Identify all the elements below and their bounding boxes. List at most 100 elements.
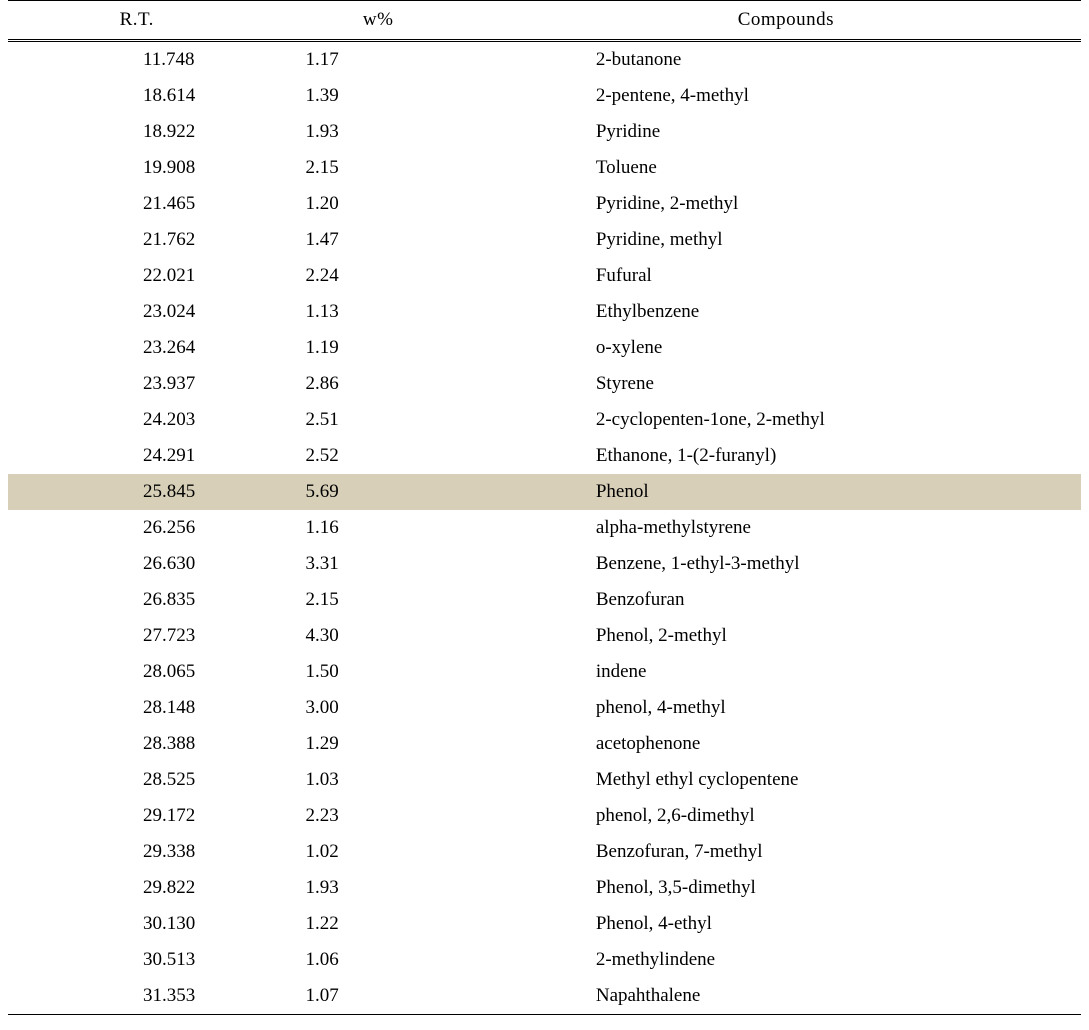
compounds-table: R.T. w% Compounds 11.7481.172-butanone18…: [8, 0, 1081, 1015]
table-row: 24.2032.512-cyclopenten-1one, 2-methyl: [8, 402, 1081, 438]
cell-rt: 28.388: [8, 726, 266, 762]
cell-wt: 1.06: [266, 942, 491, 978]
cell-wt: 2.15: [266, 150, 491, 186]
cell-compound: Toluene: [491, 150, 1081, 186]
table-row: 11.7481.172-butanone: [8, 41, 1081, 79]
cell-wt: 2.15: [266, 582, 491, 618]
cell-rt: 28.065: [8, 654, 266, 690]
cell-wt: 1.50: [266, 654, 491, 690]
cell-rt: 26.835: [8, 582, 266, 618]
cell-compound: Styrene: [491, 366, 1081, 402]
cell-compound: phenol, 4-methyl: [491, 690, 1081, 726]
cell-wt: 1.39: [266, 78, 491, 114]
table-row: 28.5251.03Methyl ethyl cyclopentene: [8, 762, 1081, 798]
cell-rt: 28.148: [8, 690, 266, 726]
table-row: 23.9372.86Styrene: [8, 366, 1081, 402]
cell-wt: 5.69: [266, 474, 491, 510]
cell-wt: 1.17: [266, 41, 491, 79]
cell-compound: Benzene, 1-ethyl-3-methyl: [491, 546, 1081, 582]
cell-compound: Pyridine: [491, 114, 1081, 150]
cell-wt: 2.24: [266, 258, 491, 294]
cell-wt: 1.22: [266, 906, 491, 942]
cell-wt: 1.07: [266, 978, 491, 1015]
table-header-row: R.T. w% Compounds: [8, 1, 1081, 41]
cell-wt: 1.02: [266, 834, 491, 870]
cell-compound: 2-pentene, 4-methyl: [491, 78, 1081, 114]
cell-compound: Phenol, 3,5-dimethyl: [491, 870, 1081, 906]
col-header-compounds: Compounds: [491, 1, 1081, 41]
cell-wt: 1.29: [266, 726, 491, 762]
cell-compound: 2-methylindene: [491, 942, 1081, 978]
table-row: 25.8455.69Phenol: [8, 474, 1081, 510]
table-row: 18.6141.392-pentene, 4-methyl: [8, 78, 1081, 114]
cell-rt: 26.630: [8, 546, 266, 582]
table-row: 24.2912.52Ethanone, 1-(2-furanyl): [8, 438, 1081, 474]
cell-rt: 23.264: [8, 330, 266, 366]
cell-compound: o-xylene: [491, 330, 1081, 366]
cell-compound: phenol, 2,6-dimethyl: [491, 798, 1081, 834]
cell-compound: Benzofuran: [491, 582, 1081, 618]
table-row: 26.8352.15Benzofuran: [8, 582, 1081, 618]
table-row: 21.7621.47Pyridine, methyl: [8, 222, 1081, 258]
cell-wt: 1.93: [266, 870, 491, 906]
table-row: 18.9221.93Pyridine: [8, 114, 1081, 150]
cell-rt: 30.513: [8, 942, 266, 978]
cell-rt: 28.525: [8, 762, 266, 798]
cell-wt: 1.20: [266, 186, 491, 222]
cell-rt: 18.614: [8, 78, 266, 114]
table-row: 26.6303.31Benzene, 1-ethyl-3-methyl: [8, 546, 1081, 582]
table-row: 21.4651.20Pyridine, 2-methyl: [8, 186, 1081, 222]
cell-compound: Pyridine, 2-methyl: [491, 186, 1081, 222]
cell-compound: Phenol, 2-methyl: [491, 618, 1081, 654]
cell-compound: alpha-methylstyrene: [491, 510, 1081, 546]
cell-rt: 22.021: [8, 258, 266, 294]
cell-rt: 24.291: [8, 438, 266, 474]
cell-rt: 25.845: [8, 474, 266, 510]
table-row: 31.3531.07Napahthalene: [8, 978, 1081, 1015]
cell-compound: Ethanone, 1-(2-furanyl): [491, 438, 1081, 474]
cell-rt: 23.937: [8, 366, 266, 402]
table-row: 29.8221.93Phenol, 3,5-dimethyl: [8, 870, 1081, 906]
cell-rt: 19.908: [8, 150, 266, 186]
cell-rt: 30.130: [8, 906, 266, 942]
cell-rt: 24.203: [8, 402, 266, 438]
cell-rt: 31.353: [8, 978, 266, 1015]
table-row: 28.1483.00phenol, 4-methyl: [8, 690, 1081, 726]
cell-wt: 1.16: [266, 510, 491, 546]
cell-wt: 2.23: [266, 798, 491, 834]
table-row: 27.7234.30Phenol, 2-methyl: [8, 618, 1081, 654]
cell-compound: Phenol, 4-ethyl: [491, 906, 1081, 942]
table-row: 19.9082.15Toluene: [8, 150, 1081, 186]
table-row: 23.0241.13Ethylbenzene: [8, 294, 1081, 330]
table-body: 11.7481.172-butanone18.6141.392-pentene,…: [8, 41, 1081, 1015]
cell-compound: 2-cyclopenten-1one, 2-methyl: [491, 402, 1081, 438]
table-row: 28.3881.29acetophenone: [8, 726, 1081, 762]
cell-wt: 2.51: [266, 402, 491, 438]
compounds-table-container: R.T. w% Compounds 11.7481.172-butanone18…: [0, 0, 1089, 1015]
cell-wt: 1.13: [266, 294, 491, 330]
table-row: 23.2641.19o-xylene: [8, 330, 1081, 366]
cell-wt: 1.19: [266, 330, 491, 366]
col-header-rt: R.T.: [8, 1, 266, 41]
cell-compound: indene: [491, 654, 1081, 690]
cell-rt: 29.822: [8, 870, 266, 906]
cell-compound: acetophenone: [491, 726, 1081, 762]
cell-rt: 21.465: [8, 186, 266, 222]
cell-compound: Fufural: [491, 258, 1081, 294]
cell-rt: 27.723: [8, 618, 266, 654]
cell-compound: Methyl ethyl cyclopentene: [491, 762, 1081, 798]
col-header-wt: w%: [266, 1, 491, 41]
table-row: 28.0651.50indene: [8, 654, 1081, 690]
cell-compound: Ethylbenzene: [491, 294, 1081, 330]
cell-rt: 23.024: [8, 294, 266, 330]
cell-wt: 3.31: [266, 546, 491, 582]
cell-wt: 1.47: [266, 222, 491, 258]
cell-rt: 26.256: [8, 510, 266, 546]
cell-wt: 2.86: [266, 366, 491, 402]
cell-compound: Pyridine, methyl: [491, 222, 1081, 258]
cell-compound: Phenol: [491, 474, 1081, 510]
cell-rt: 11.748: [8, 41, 266, 79]
cell-rt: 29.172: [8, 798, 266, 834]
table-row: 30.1301.22Phenol, 4-ethyl: [8, 906, 1081, 942]
cell-rt: 18.922: [8, 114, 266, 150]
